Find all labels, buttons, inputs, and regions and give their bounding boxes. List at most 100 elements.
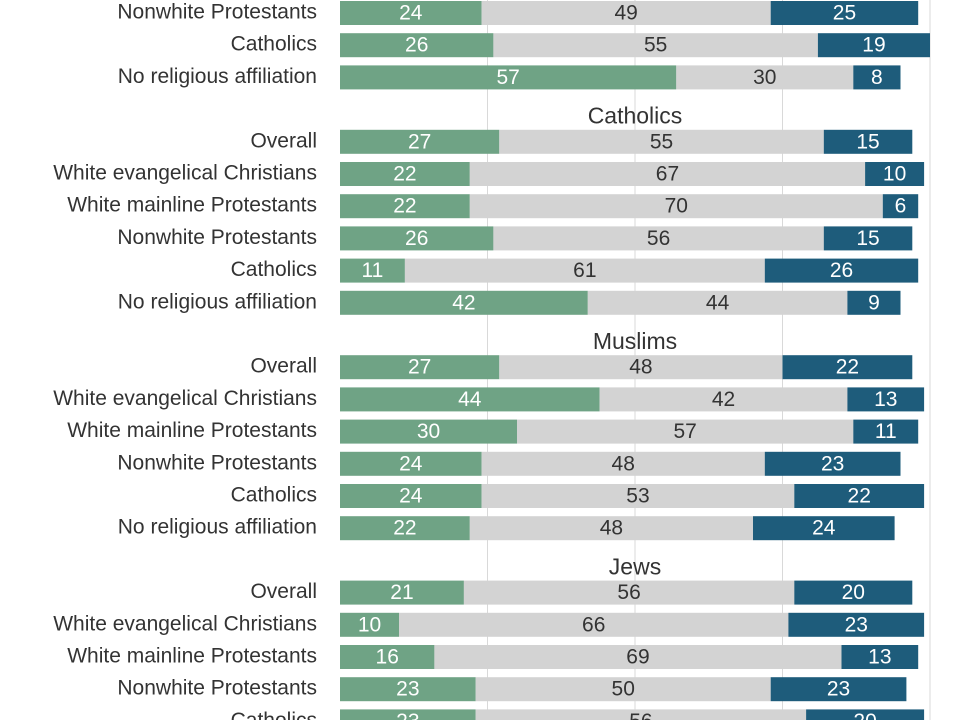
- data-label: 44: [458, 388, 482, 411]
- data-label: 48: [612, 452, 635, 475]
- data-label: 61: [573, 259, 596, 282]
- data-label: 23: [845, 613, 868, 636]
- row-label: White mainline Protestants: [67, 645, 317, 668]
- bar-segment-1: [340, 1, 482, 25]
- row-label: No religious affiliation: [118, 516, 317, 539]
- data-label: 22: [836, 356, 859, 379]
- bar-segment-2: [499, 129, 824, 154]
- data-label: 26: [405, 34, 428, 57]
- bar-segment-2: [475, 709, 807, 720]
- bar-segment-2: [481, 1, 771, 25]
- bar-segment-2: [493, 226, 824, 251]
- data-label: 22: [393, 195, 416, 218]
- bar-segment-2: [434, 645, 842, 669]
- data-label: 23: [827, 678, 850, 701]
- row-label: White evangelical Christians: [53, 387, 317, 410]
- bar-segment-3: [853, 419, 919, 444]
- bar-segment-3: [806, 709, 925, 720]
- bar-segment-1: [340, 387, 600, 412]
- bar-segment-2: [517, 419, 854, 444]
- data-label: 57: [496, 66, 519, 89]
- bar-segment-3: [764, 258, 919, 283]
- data-label: 44: [706, 291, 730, 314]
- row-label: Overall: [250, 129, 317, 152]
- data-label: 26: [830, 259, 853, 282]
- data-label: 11: [362, 259, 384, 282]
- data-label: 11: [875, 420, 897, 443]
- data-label: 25: [833, 2, 856, 25]
- data-label: 70: [665, 195, 688, 218]
- bar-segment-3: [788, 612, 925, 637]
- bar-segment-3: [847, 290, 901, 315]
- group-title: Jews: [609, 553, 661, 579]
- bar-segment-2: [499, 355, 783, 380]
- bar-segment-3: [823, 129, 913, 154]
- bar-segment-3: [764, 451, 901, 476]
- bar-segment-3: [823, 226, 913, 251]
- bar-segment-2: [404, 258, 765, 283]
- data-label: 24: [399, 485, 423, 508]
- data-label: 22: [393, 163, 416, 186]
- data-label: 56: [617, 581, 640, 604]
- row-label: No religious affiliation: [118, 65, 317, 88]
- data-label: 42: [712, 388, 735, 411]
- bar-segment-2: [469, 516, 753, 541]
- data-label: 20: [842, 581, 865, 604]
- data-label: 49: [614, 2, 637, 25]
- row-label: Nonwhite Protestants: [117, 677, 317, 700]
- bar-segment-3: [794, 580, 913, 605]
- bar-segment-2: [469, 162, 866, 186]
- data-label: 15: [856, 130, 879, 153]
- row-label: White mainline Protestants: [67, 419, 317, 442]
- data-label: 13: [874, 388, 897, 411]
- bar-segment-3: [817, 33, 930, 58]
- data-label: 50: [612, 678, 635, 701]
- bar-segment-3: [794, 484, 925, 508]
- bar-segment-2: [463, 580, 795, 605]
- bar-segment-2: [469, 194, 883, 219]
- data-label: 30: [753, 66, 776, 89]
- data-label: 57: [673, 420, 696, 443]
- group-title: Muslims: [593, 328, 677, 354]
- text-layer: Nonwhite Protestants 24 49 25 Catholics 26 55 1…: [53, 1, 906, 720]
- data-label: 67: [656, 163, 679, 186]
- bar-segment-1: [340, 355, 500, 380]
- bar-segment-1: [340, 33, 494, 58]
- bar-segment-3: [865, 162, 925, 186]
- data-label: 56: [629, 710, 652, 720]
- bar-segment-3: [782, 355, 913, 380]
- data-label: 23: [396, 678, 419, 701]
- bar-segment-1: [340, 194, 470, 219]
- data-label: 21: [390, 581, 413, 604]
- bar-segment-1: [340, 162, 470, 186]
- bar-segment-1: [340, 451, 482, 476]
- bar-segment-1: [340, 709, 476, 720]
- data-label: 23: [396, 710, 419, 720]
- data-label: 30: [417, 420, 440, 443]
- data-label: 10: [883, 163, 906, 186]
- row-label: Catholics: [231, 258, 317, 281]
- row-label: Nonwhite Protestants: [117, 451, 317, 474]
- data-label: 13: [868, 646, 891, 669]
- data-label: 20: [853, 710, 876, 720]
- data-label: 55: [650, 130, 673, 153]
- data-label: 55: [644, 34, 667, 57]
- bar-segment-2: [676, 65, 854, 90]
- data-label: 42: [452, 291, 475, 314]
- data-label: 56: [647, 227, 670, 250]
- row-label: Overall: [250, 355, 317, 378]
- bar-segment-2: [481, 451, 765, 476]
- data-label: 22: [848, 485, 871, 508]
- bar-segment-1: [340, 677, 476, 702]
- data-label: 24: [399, 452, 423, 475]
- data-label: 48: [629, 356, 652, 379]
- bar-segment-3: [770, 1, 919, 25]
- bar-segment-3: [853, 65, 901, 90]
- data-label: 19: [862, 34, 885, 57]
- data-label: 26: [405, 227, 428, 250]
- data-label: 27: [408, 356, 431, 379]
- bar-segment-1: [340, 612, 399, 637]
- data-label: 23: [821, 452, 844, 475]
- row-label: Nonwhite Protestants: [117, 226, 317, 249]
- data-label: 27: [408, 130, 431, 153]
